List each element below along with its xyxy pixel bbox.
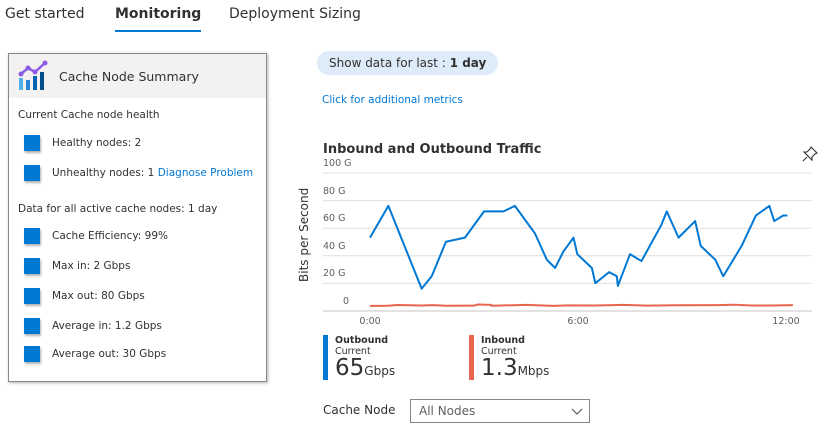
y-tick-label: 100 G: [323, 158, 352, 169]
cache-node-label: Cache Node: [323, 403, 396, 417]
card-header: Cache Node Summary: [9, 54, 266, 98]
healthy-label: Healthy nodes: 2: [52, 137, 142, 149]
status-square-icon: [24, 258, 40, 274]
diagnose-problem-link[interactable]: Diagnose Problem: [157, 167, 254, 179]
unhealthy-nodes: Unhealthy nodes: 1 Diagnose Problem: [24, 165, 253, 181]
stat-label: Cache Efficiency: 99%: [52, 230, 169, 242]
legend-outbound: Outbound Current 65Gbps: [323, 335, 395, 380]
stat-label: Average out: 30 Gbps: [52, 348, 167, 360]
health-heading: Current Cache node health: [18, 109, 160, 121]
legend-sub: Current: [481, 346, 517, 357]
stat-item: Average in: 1.2 Gbps: [24, 318, 162, 334]
status-square-icon: [24, 165, 40, 181]
y-tick-label: 60 G: [323, 213, 346, 225]
stat-item: Max in: 2 Gbps: [24, 258, 130, 274]
status-square-icon: [24, 135, 40, 151]
status-square-icon: [24, 346, 40, 362]
legend-sub: Current: [335, 346, 371, 357]
stat-label: Max in: 2 Gbps: [52, 260, 131, 272]
chart-logo-icon: [18, 60, 48, 90]
series-line-inbound: [369, 303, 793, 307]
additional-metrics-link[interactable]: Click for additional metrics: [322, 94, 463, 106]
y-tick-label: 40 G: [323, 240, 346, 252]
legend-inbound: Inbound Current 1.3Mbps: [469, 335, 549, 380]
filter-prefix: Show data for last :: [329, 56, 446, 70]
cache-node-select[interactable]: All Nodes: [410, 399, 590, 423]
tab-deployment-sizing[interactable]: Deployment Sizing: [229, 6, 361, 22]
stat-label: Max out: 80 Gbps: [52, 290, 145, 302]
x-tick-label: 0:00: [359, 316, 381, 327]
status-square-icon: [24, 228, 40, 244]
pin-icon[interactable]: [802, 146, 818, 162]
tab-monitoring[interactable]: Monitoring: [115, 6, 202, 32]
legend-unit: Mbps: [517, 364, 550, 378]
data-heading: Data for all active cache nodes: 1 day: [18, 203, 218, 215]
card-title: Cache Node Summary: [59, 69, 199, 84]
unhealthy-label: Unhealthy nodes: 1: [52, 167, 155, 179]
legend-value: 1.3: [481, 355, 518, 381]
y-tick-label: 0: [343, 296, 350, 307]
status-square-icon: [24, 318, 40, 334]
stat-item: Max out: 80 Gbps: [24, 288, 145, 304]
stat-item: Cache Efficiency: 99%: [24, 228, 168, 244]
legend-name: Inbound: [481, 335, 525, 346]
legend-value: 65: [335, 355, 365, 381]
legend-unit: Gbps: [364, 364, 396, 378]
tab-get-started[interactable]: Get started: [5, 6, 85, 22]
healthy-nodes: Healthy nodes: 2: [24, 135, 141, 151]
select-value: All Nodes: [419, 404, 476, 418]
stat-item: Average out: 30 Gbps: [24, 346, 166, 362]
time-range-filter[interactable]: Show data for last : 1 day: [317, 51, 499, 75]
legend-name: Outbound: [335, 335, 389, 346]
stat-label: Average in: 1.2 Gbps: [52, 320, 162, 332]
y-tick-label: 20 G: [323, 268, 346, 280]
y-tick-label: 80 G: [323, 185, 346, 197]
cache-node-summary-card: Cache Node Summary Current Cache node he…: [8, 53, 267, 382]
chart-title: Inbound and Outbound Traffic: [323, 142, 542, 157]
status-square-icon: [24, 288, 40, 304]
x-tick-label: 6:00: [567, 316, 589, 327]
chevron-down-icon: [571, 408, 583, 415]
series-line-outbound: [369, 204, 788, 290]
x-tick-label: 12:00: [772, 316, 800, 327]
filter-value: 1 day: [449, 56, 487, 70]
